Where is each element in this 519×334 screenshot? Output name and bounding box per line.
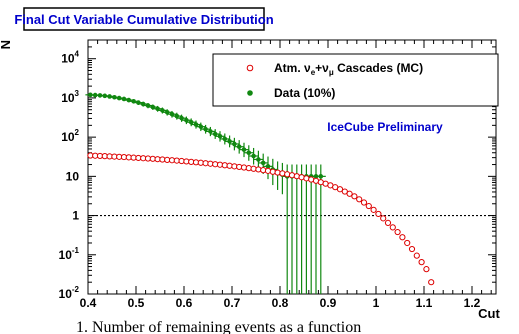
mc-point xyxy=(284,171,291,178)
x-tick-label: 0.6 xyxy=(176,296,193,310)
y-tick-label: 10-1 xyxy=(59,246,80,262)
mc-point xyxy=(264,167,272,174)
data-point xyxy=(169,111,175,117)
data-point xyxy=(203,126,208,132)
mc-point xyxy=(365,202,372,210)
data-point xyxy=(251,153,256,159)
data-point xyxy=(107,94,112,99)
x-tick-label: 0.7 xyxy=(224,296,241,310)
mc-point xyxy=(341,188,348,195)
y-tick-label: 102 xyxy=(61,128,79,144)
data-point xyxy=(174,113,180,119)
mc-point xyxy=(380,215,387,222)
x-tick-label: 0.5 xyxy=(128,296,145,310)
data-point xyxy=(188,119,194,125)
x-tick-label: 0.4 xyxy=(80,296,97,310)
x-axis-label: Cut xyxy=(478,306,500,321)
y-tick-label: 103 xyxy=(61,89,79,105)
y-axis-label: N xyxy=(0,40,13,49)
legend-box xyxy=(212,53,499,107)
data-point xyxy=(241,147,247,152)
y-tick-label: 10 xyxy=(66,169,80,183)
data-point xyxy=(256,157,261,162)
data-point xyxy=(208,129,213,134)
y-tick-label: 1 xyxy=(72,209,79,223)
x-tick-label: 0.9 xyxy=(320,296,337,310)
x-tick-label: 0.8 xyxy=(272,296,289,310)
series-mc xyxy=(87,152,435,286)
mc-point xyxy=(399,234,406,241)
mc-point xyxy=(356,196,363,203)
x-tick-label: 1.2 xyxy=(464,296,481,310)
mc-point xyxy=(384,219,392,227)
mc-point xyxy=(428,279,435,286)
preliminary-annotation: IceCube Preliminary xyxy=(327,120,443,134)
data-point xyxy=(232,141,237,147)
data-point xyxy=(116,95,122,101)
y-tick-label: 10-2 xyxy=(59,285,80,301)
x-tick-label: 1 xyxy=(373,296,380,310)
mc-point xyxy=(279,170,286,177)
data-point xyxy=(217,134,223,139)
mc-point xyxy=(423,266,430,273)
mc-point xyxy=(336,186,344,193)
mc-point xyxy=(389,224,396,231)
series-data xyxy=(85,92,326,294)
legend-marker-data xyxy=(247,90,253,96)
y-tick-label: 104 xyxy=(61,50,79,66)
data-point xyxy=(222,136,228,142)
mc-point xyxy=(408,245,416,253)
data-point xyxy=(227,139,232,144)
legend-marker-mc xyxy=(246,64,254,72)
data-point xyxy=(160,108,165,113)
mc-point xyxy=(394,228,401,236)
mc-point xyxy=(351,193,358,200)
data-point xyxy=(112,94,117,100)
x-tick-label: 1.1 xyxy=(416,296,433,310)
chart-title-box xyxy=(23,7,265,31)
data-point xyxy=(260,160,266,166)
legend-label-data: Data (10%) xyxy=(274,86,335,100)
x-ticks: 0.4 0.5 0.6 0.7 0.8 0.9 1 1.1 1.2 xyxy=(80,40,492,310)
legend: Atm. νe+νμ Cascades (MC) Data (10%) xyxy=(212,53,499,107)
data-point xyxy=(265,164,271,169)
data-point xyxy=(164,109,170,115)
mc-point xyxy=(370,206,377,213)
data-point xyxy=(184,117,189,123)
data-point xyxy=(318,174,324,179)
legend-label-mc: Atm. νe+νμ Cascades (MC) xyxy=(274,61,423,77)
mc-point xyxy=(418,259,425,266)
figure-caption: 1. Number of remaining events as a funct… xyxy=(76,319,361,334)
data-point xyxy=(198,124,204,129)
data-point xyxy=(179,115,184,121)
mc-point xyxy=(346,190,353,197)
mc-point xyxy=(404,239,411,247)
mc-point xyxy=(375,210,382,218)
data-point xyxy=(236,144,242,150)
mc-point xyxy=(360,199,368,206)
chart-title: Final Cut Variable Cumulative Distributi… xyxy=(14,12,273,27)
data-point xyxy=(102,93,108,99)
mc-point xyxy=(413,252,420,259)
data-point xyxy=(212,131,218,137)
data-point xyxy=(193,122,199,127)
data-point xyxy=(246,150,252,156)
